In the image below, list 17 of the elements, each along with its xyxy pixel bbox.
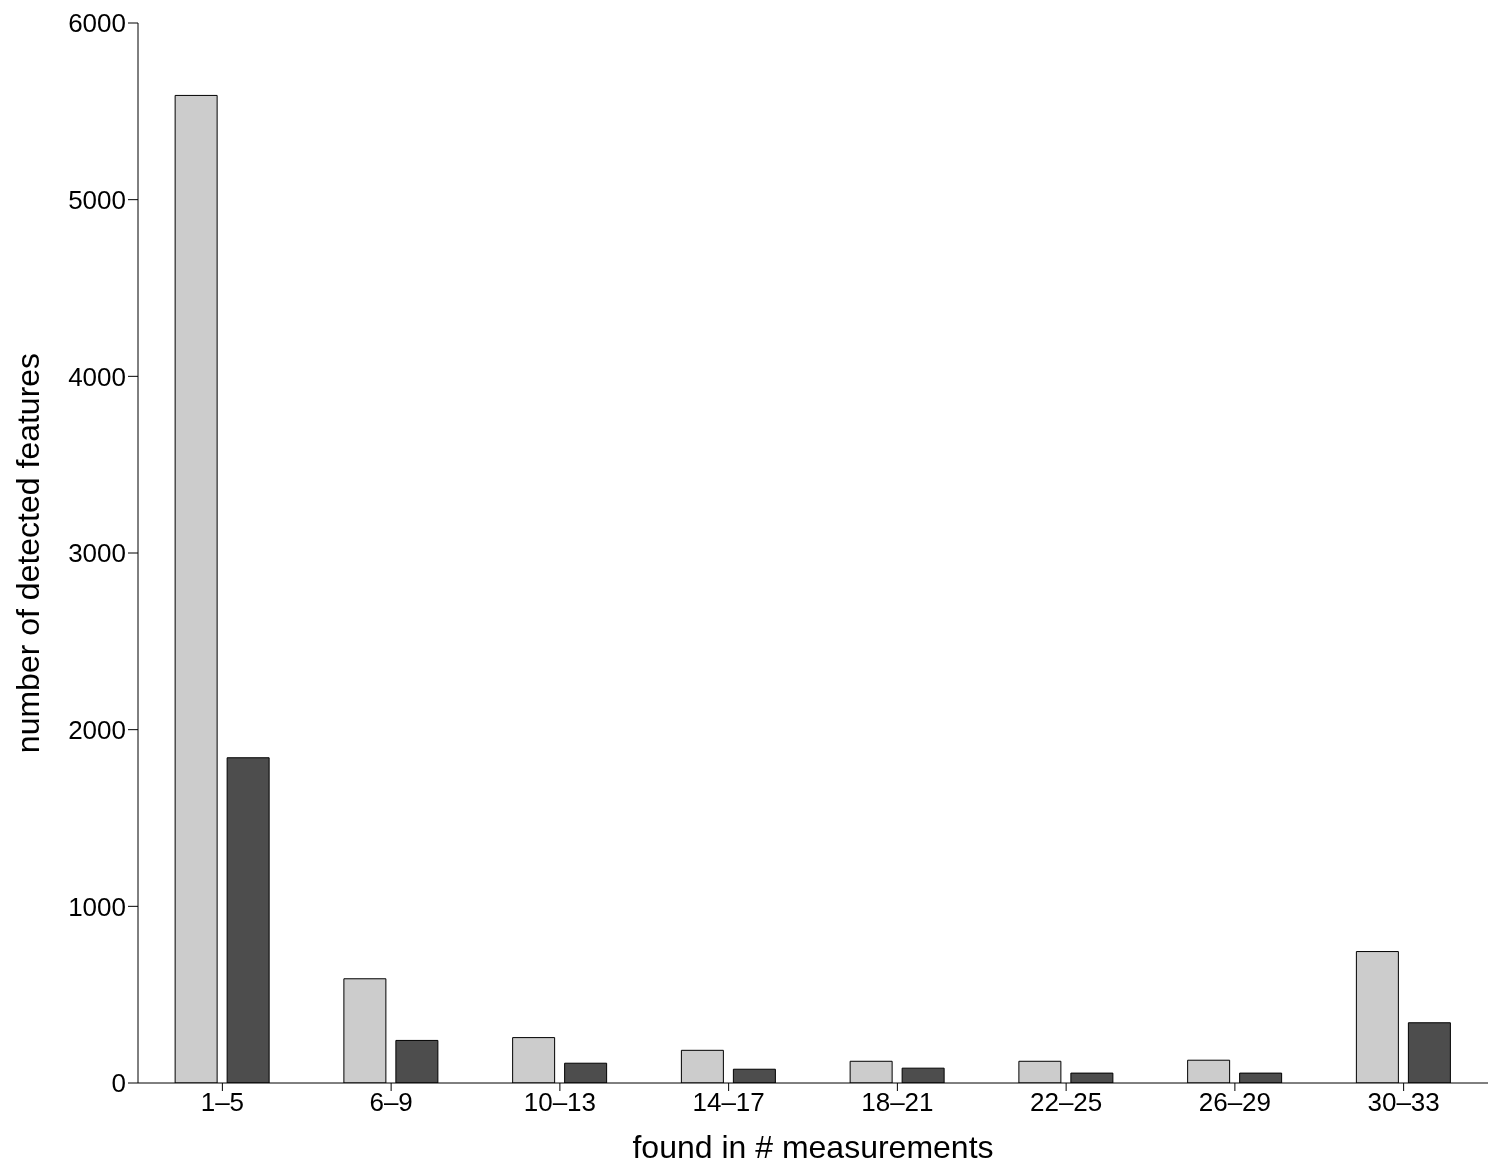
- y-tick-label: 3000: [68, 538, 126, 569]
- x-tick-label: 30–33: [1367, 1087, 1440, 1118]
- y-tick-label: 4000: [68, 361, 126, 392]
- y-tick-label: 2000: [68, 714, 126, 745]
- x-tick-label: 26–29: [1198, 1087, 1272, 1118]
- y-tick-label: 5000: [68, 184, 126, 215]
- y-tick-label: 0: [111, 1068, 126, 1099]
- x-axis-title: found in # measurements: [632, 1129, 994, 1165]
- y-tick-label: 1000: [68, 891, 126, 922]
- x-tick-label: 22–25: [1029, 1087, 1103, 1118]
- y-axis-title: number of detected features: [10, 352, 47, 754]
- x-tick-label: 6–9: [369, 1087, 413, 1118]
- x-tick-label: 14–17: [692, 1087, 765, 1118]
- x-tick-label: 10–13: [523, 1087, 597, 1118]
- x-tick-label: 18–21: [861, 1087, 934, 1118]
- y-tick-label: 6000: [68, 8, 126, 39]
- x-tick-label: 1–5: [200, 1087, 245, 1118]
